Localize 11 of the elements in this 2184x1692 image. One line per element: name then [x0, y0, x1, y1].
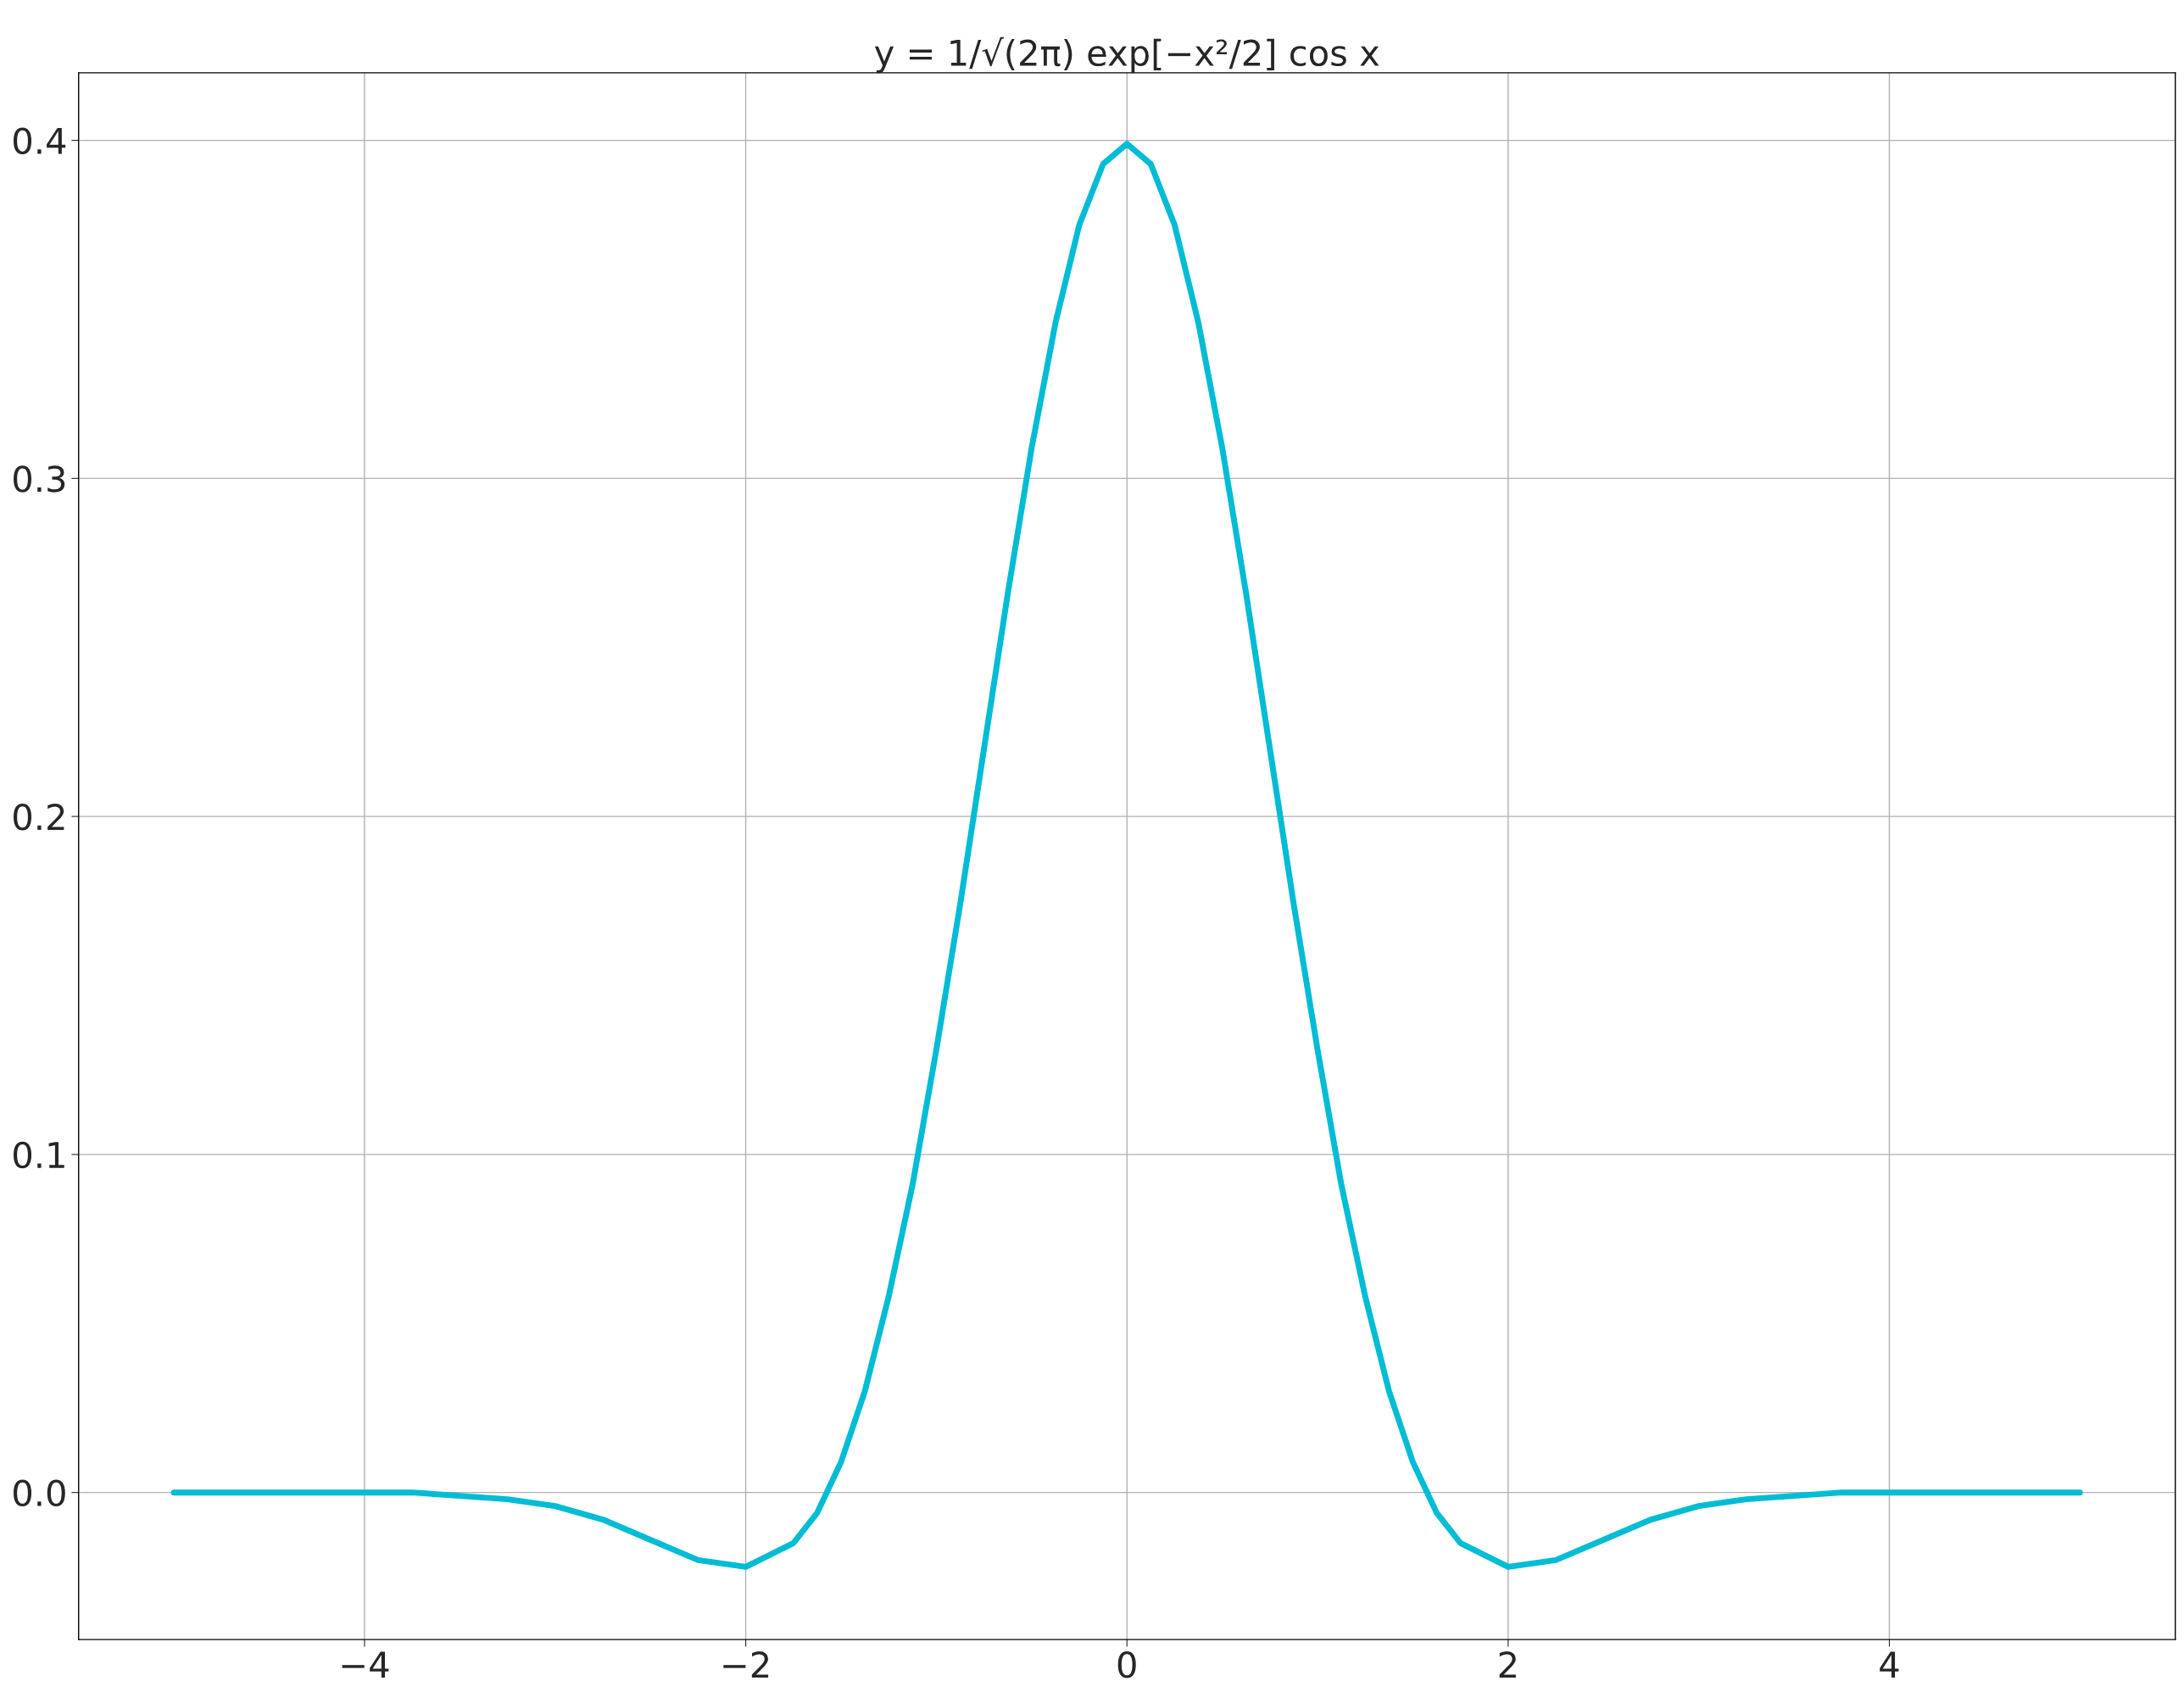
- x-tick-label: 4: [1880, 1651, 1899, 1678]
- x-tick-label: −2: [723, 1651, 769, 1678]
- chart-title: y = 1/√(2π) exp[−x²/2] cos x: [874, 36, 1379, 74]
- y-tick-label: 0.2: [14, 804, 64, 831]
- y-tick-label: 0.1: [14, 1141, 64, 1169]
- y-tick-label: 0.3: [14, 465, 65, 493]
- x-tick-label: 0: [1117, 1651, 1136, 1678]
- y-tick-label: 0.0: [14, 1479, 65, 1507]
- x-tick-label: 2: [1499, 1651, 1516, 1678]
- y-tick-label: 0.4: [14, 127, 66, 154]
- x-tick-label: −4: [342, 1651, 389, 1678]
